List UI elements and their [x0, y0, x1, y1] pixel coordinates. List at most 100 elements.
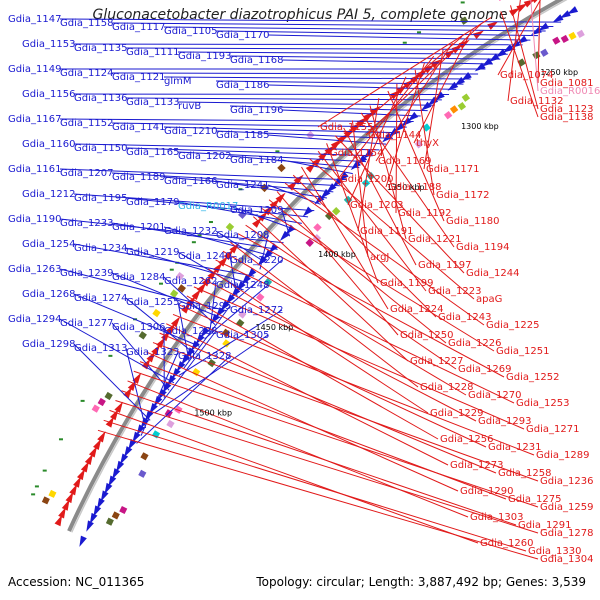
plus-leader-line [385, 62, 425, 188]
plus-leader-line [327, 36, 463, 154]
minus-leader-line [111, 72, 479, 75]
minus-gene-label: Gdia_1170 [216, 30, 269, 41]
plus-strand-gene-arrow [430, 59, 442, 69]
plus-leader-line [500, 11, 539, 118]
minus-gene-label: Gdia_1105 [164, 26, 217, 37]
plus-gene-label: Gdia_1289 [536, 450, 589, 461]
minus-gene-label: Gdia_1241 [216, 180, 269, 191]
minus-gene-label: Gdia_1207 [60, 168, 113, 179]
plus-gene-label: Gdia_1223 [428, 286, 481, 297]
plus-leader-line [260, 207, 495, 352]
minus-gene-label: Gdia_1161 [8, 164, 61, 175]
plus-gene-label: Gdia_1155 [320, 122, 373, 133]
minus-leader-line [177, 51, 508, 55]
minus-strand-gene-arrow [481, 57, 493, 67]
kbp-tick-labels: 1250 kbp 1300 kbp 1350 kbp 1400 kbp 1450 kbp… [194, 68, 578, 418]
minus-leader-line [229, 55, 501, 60]
minus-gene-label: Gdia_1274 [74, 293, 127, 304]
plus-leader-line [159, 332, 497, 474]
plus-feature-block [225, 222, 235, 232]
minus-gene-label: Gdia_1136 [74, 93, 127, 104]
plus-gene-label: Gdia_1144 [368, 130, 421, 141]
kbp-tick-label: 1400 kbp [318, 250, 356, 259]
plus-leader-line [121, 390, 517, 526]
plus-feature-block [97, 397, 106, 407]
minus-gene-label: Gdia_1305 [216, 330, 269, 341]
plus-gene-label: Gdia_1253 [516, 398, 569, 409]
plus-leader-line [387, 90, 445, 222]
plus-gene-label: Gdia_1138 [540, 112, 593, 123]
plus-gene-label: Gdia_1252 [506, 372, 559, 383]
minus-gene-label: Gdia_1160 [22, 139, 75, 150]
plus-strand-gene-arrow [80, 461, 90, 473]
plus-leader-line [268, 199, 447, 344]
plus-leader-line [115, 400, 539, 534]
minus-leader-line [73, 243, 255, 277]
minus-gene-label: Gdia_1156 [22, 89, 75, 100]
plus-strand-gene-arrow [151, 344, 161, 356]
minus-strand-gene-arrow [350, 160, 361, 171]
gc-mark [402, 41, 407, 44]
minus-leader-line [177, 201, 302, 224]
plus-leader-line [207, 268, 429, 414]
plus-gene-label: Gdia_1228 [420, 382, 473, 393]
minus-gene-label: glmM [164, 76, 192, 87]
minus-leader-line [163, 176, 334, 193]
plus-strand-gene-arrow [509, 7, 521, 17]
plus-gene-label: Gdia_1172 [436, 190, 489, 201]
plus-strand-gene-arrow [58, 506, 66, 519]
accession-label: Accession: NC_011365 [8, 575, 145, 589]
minus-strand-gene-arrow [230, 287, 241, 299]
minus-feature-block [560, 34, 569, 44]
minus-gene-label: Gdia_1158 [60, 18, 113, 29]
plus-feature-block [169, 289, 179, 298]
minus-gene-label: Gdia_1232 [164, 226, 217, 237]
minus-feature-block [138, 469, 147, 478]
minus-leader-line [163, 226, 272, 257]
plus-leader-line [357, 98, 380, 232]
minus-leader-line [111, 122, 407, 128]
plus-gene-label: Gdia_1270 [468, 390, 521, 401]
plus-strand-gene-arrow [252, 217, 263, 228]
plus-gene-label: Gdia_1154 [330, 148, 383, 159]
minus-gene-label: Gdia_1294 [8, 314, 61, 325]
plus-strand-gene-arrow [84, 453, 94, 465]
plus-strand-gene-arrow [156, 337, 166, 349]
minus-feature-block [313, 223, 322, 232]
minus-gene-label: ruvB [178, 101, 201, 112]
plus-gene-label: argJ [370, 252, 389, 263]
minus-leader-line [73, 93, 450, 96]
plus-gene-label: Gdia_1192 [398, 208, 451, 219]
minus-leader-line [159, 330, 217, 406]
minus-gene-label: Gdia_1167 [8, 114, 61, 125]
minus-feature-block [568, 31, 577, 41]
plus-leader-line [103, 419, 527, 552]
plus-leader-line [375, 42, 453, 162]
plus-leader-line [326, 143, 379, 284]
plus-feature-block [138, 331, 147, 340]
label-leader-lines [59, 0, 562, 560]
minus-feature-block [576, 29, 585, 38]
minus-leader-line [281, 59, 493, 65]
gene-labels: Gdia_1147Gdia_1158Gdia_1117Gdia_1105Gdia… [8, 14, 600, 565]
plus-leader-line [351, 120, 369, 258]
minus-strand-gene-arrow [495, 48, 507, 58]
plus-gene-label: Gdia_1191 [360, 226, 413, 237]
plus-gene-label: Gdia_1194 [456, 242, 509, 253]
plus-strand-gene-arrow [114, 401, 123, 413]
minus-leader-line [229, 155, 360, 169]
minus-gene-label: Gdia_1208 [216, 230, 269, 241]
plus-gene-label: Gdia_1236 [540, 476, 593, 487]
plus-leader-line [152, 342, 539, 482]
plus-gene-label: Gdia_1224 [390, 304, 443, 315]
minus-feature-block [111, 511, 120, 520]
minus-leader-line [209, 280, 217, 332]
plus-leader-line [301, 166, 389, 310]
plus-feature-block [460, 16, 469, 25]
minus-gene-label: Gdia_1186 [216, 80, 269, 91]
minus-strand-gene-arrow [302, 206, 313, 217]
plus-gene-label: thyX [416, 138, 439, 149]
plus-strand-gene-arrow [487, 21, 499, 30]
gc-mark [208, 221, 213, 224]
plus-strand-gene-arrow [69, 483, 78, 496]
